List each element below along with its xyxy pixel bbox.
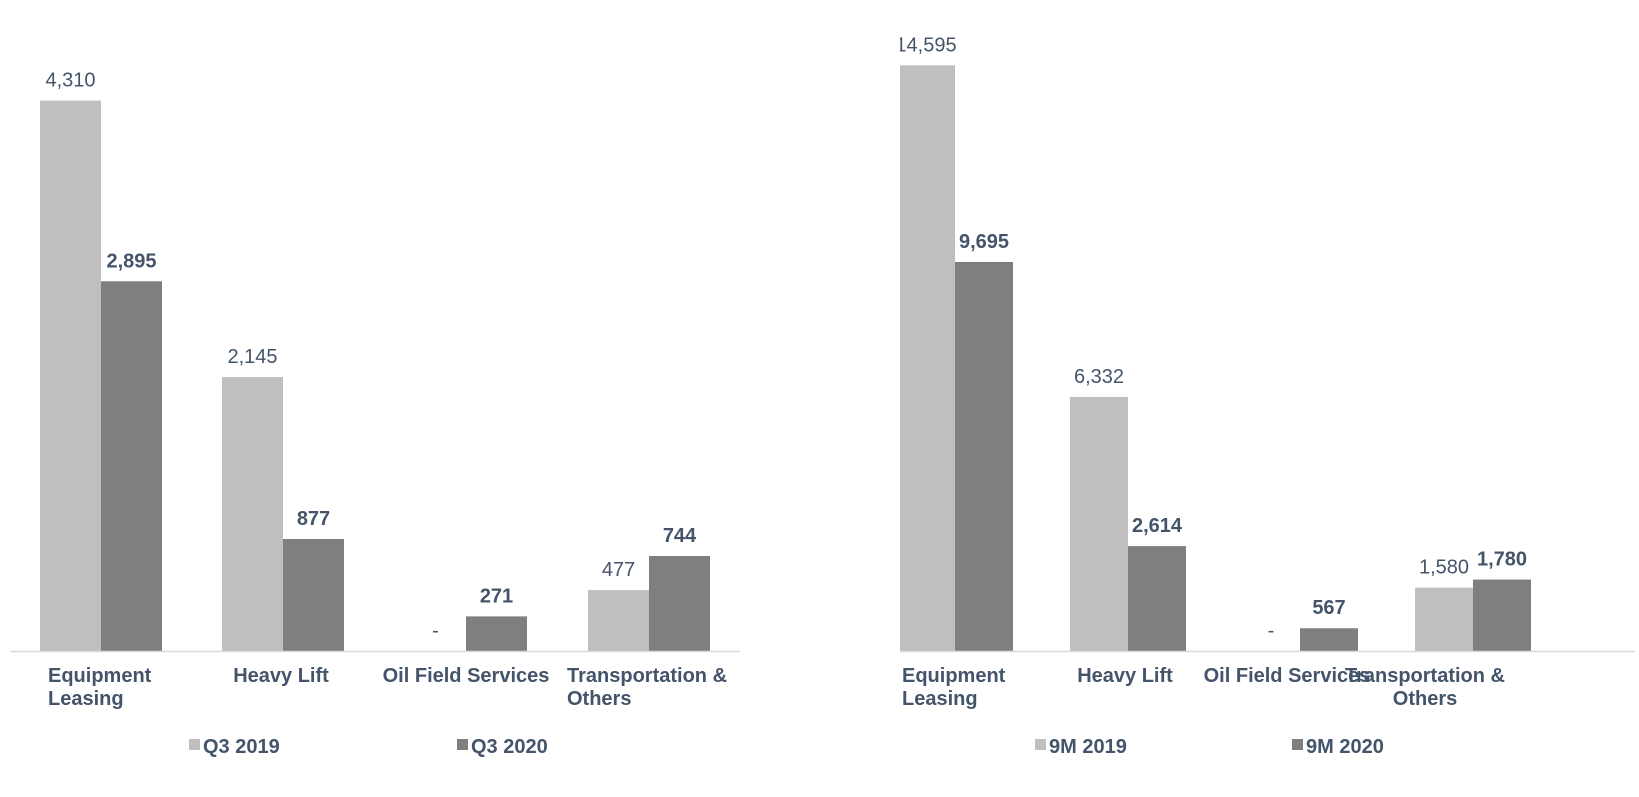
chart-9m: 14,595 6,332 - 1,580 9,695 2,614 567 1,780 Equip… — [870, 0, 1639, 792]
9m-bar-9m-2019-0 — [897, 65, 955, 651]
9m-bar-9m-2020-0 — [955, 261, 1013, 651]
9m-value-label-0-2: - — [1268, 620, 1275, 642]
q3-bar-q3-2020-2 — [466, 616, 527, 651]
9m-category-label-1: Heavy Lift — [1077, 665, 1173, 687]
q3-legend-swatch-1 — [457, 739, 468, 750]
9m-value-label-0-3: 1,580 — [1419, 557, 1469, 579]
9m-category-label-2: Oil Field Services — [1204, 665, 1371, 687]
q3-value-label-1-0: 2,895 — [106, 250, 156, 272]
9m-bar-9m-2020-3 — [1473, 579, 1531, 651]
q3-category-label-0: Equipment Leasing — [48, 665, 152, 710]
chart-q3: 4,310 2,145 - 477 2,895 877 271 744 Equipment Lea… — [0, 0, 760, 792]
q3-bar-q3-2019-0 — [40, 100, 101, 651]
9m-legend-swatch-1 — [1292, 739, 1303, 750]
q3-value-label-1-3: 744 — [663, 525, 697, 547]
q3-bar-q3-2019-3 — [588, 590, 649, 651]
q3-category-label-1: Heavy Lift — [233, 665, 329, 687]
9m-bar-9m-2019-1 — [1070, 396, 1128, 651]
q3-legend-label-0: Q3 2019 — [203, 736, 280, 758]
9m-legend-label-0: 9M 2019 — [1049, 736, 1127, 758]
9m-value-label-1-3: 1,780 — [1477, 549, 1527, 571]
q3-bar-q3-2019-1 — [222, 377, 283, 651]
9m-legend-swatch-0 — [1035, 739, 1046, 750]
9m-value-label-1-1: 2,614 — [1132, 515, 1183, 537]
9m-bar-9m-2020-1 — [1128, 546, 1186, 651]
9m-value-label-1-0: 9,695 — [959, 231, 1009, 253]
9m-value-label-0-0: 14,595 — [900, 34, 957, 56]
q3-category-label-3: Transportation & Others — [567, 665, 727, 710]
9m-value-label-1-2: 567 — [1312, 597, 1345, 619]
q3-bar-q3-2020-3 — [649, 555, 710, 651]
q3-value-label-1-1: 877 — [297, 508, 330, 530]
chart-9m-svg: 14,595 6,332 - 1,580 9,695 2,614 567 1,780 Equip… — [870, 34, 1635, 758]
q3-legend-swatch-0 — [189, 739, 200, 750]
q3-bar-q3-2020-0 — [101, 281, 162, 651]
q3-value-label-1-2: 271 — [480, 585, 513, 607]
q3-value-label-0-0: 4,310 — [45, 70, 95, 92]
q3-bar-q3-2020-1 — [283, 538, 344, 651]
q3-legend-label-1: Q3 2020 — [471, 736, 548, 758]
9m-bar-9m-2020-2 — [1300, 628, 1358, 651]
9m-category-label-0: Equipment Leasing — [902, 665, 1006, 710]
9m-bar-9m-2019-3 — [1415, 587, 1473, 651]
q3-category-label-2: Oil Field Services — [383, 665, 550, 687]
q3-value-label-0-2: - — [432, 620, 439, 642]
9m-value-label-0-1: 6,332 — [1074, 366, 1124, 388]
chart-q3-svg: 4,310 2,145 - 477 2,895 877 271 744 Equipment Lea… — [10, 70, 740, 758]
q3-value-label-0-1: 2,145 — [227, 346, 277, 368]
q3-value-label-0-3: 477 — [602, 559, 635, 581]
9m-legend-label-1: 9M 2020 — [1306, 736, 1384, 758]
9m-category-label-3: Transportation & Others — [1345, 665, 1505, 710]
